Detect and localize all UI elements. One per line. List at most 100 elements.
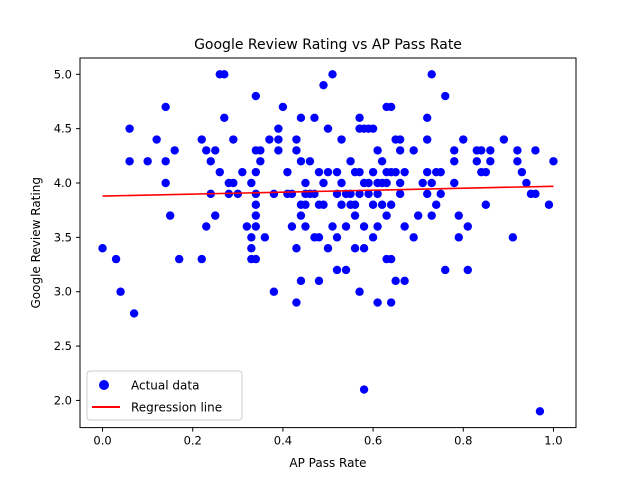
data-point	[450, 157, 459, 166]
data-point	[373, 189, 382, 199]
axes-frame	[79, 57, 577, 429]
data-point	[535, 407, 545, 416]
data-point	[305, 157, 315, 166]
data-point	[328, 222, 337, 231]
data-point	[319, 200, 328, 209]
data-point	[229, 135, 238, 144]
data-point	[287, 189, 297, 199]
data-point	[260, 233, 270, 242]
data-point	[450, 178, 459, 188]
y-tick-label: 5.0	[54, 67, 72, 81]
data-point	[395, 189, 405, 199]
data-point	[432, 200, 441, 209]
data-point	[323, 167, 333, 177]
data-point	[450, 146, 459, 155]
data-point	[296, 211, 306, 220]
data-point	[481, 167, 491, 177]
x-axis-label: AP Pass Rate	[289, 456, 366, 470]
data-point	[373, 298, 382, 307]
data-point	[441, 91, 450, 101]
chart-title: Google Review Rating vs AP Pass Rate	[194, 37, 462, 53]
data-point	[274, 124, 283, 133]
data-point	[161, 178, 170, 188]
data-point	[269, 287, 279, 296]
data-point	[409, 233, 418, 242]
data-point	[454, 233, 463, 242]
data-point	[355, 113, 364, 122]
data-point	[337, 135, 346, 144]
x-tick-label: 0.8	[454, 434, 472, 448]
data-point	[531, 146, 540, 155]
data-point	[197, 135, 206, 144]
data-point	[278, 102, 288, 112]
y-axis: 2.0 2.5 3.0 3.5 4.0 4.5 5.0	[54, 67, 80, 407]
data-point	[287, 222, 297, 231]
legend-label-actual-data: Actual data	[131, 379, 199, 393]
data-point	[165, 211, 175, 220]
data-point	[436, 189, 445, 199]
data-point	[373, 146, 382, 155]
y-tick-label: 4.0	[54, 176, 72, 190]
data-point	[423, 113, 432, 122]
data-point	[423, 167, 432, 177]
data-point	[517, 167, 527, 177]
data-point	[319, 178, 328, 188]
y-tick-label: 3.0	[54, 285, 72, 299]
data-point	[211, 211, 220, 220]
data-point	[292, 244, 301, 253]
data-point	[418, 178, 427, 188]
data-point	[436, 167, 445, 177]
y-tick-label: 4.5	[54, 122, 72, 136]
data-point	[265, 135, 274, 144]
data-point	[386, 254, 396, 264]
data-point	[98, 244, 107, 253]
data-point	[283, 167, 292, 177]
data-point	[247, 178, 256, 188]
y-tick-label: 3.5	[54, 230, 72, 244]
data-point	[346, 189, 355, 199]
data-point	[463, 265, 472, 275]
data-point	[549, 157, 558, 166]
legend-box	[86, 370, 243, 421]
legend: Actual data Regression line	[86, 370, 243, 421]
regression-line	[102, 185, 554, 197]
data-point	[251, 211, 261, 220]
x-tick-label: 1.0	[544, 434, 562, 448]
data-point	[391, 167, 400, 177]
data-point	[161, 157, 170, 166]
data-point	[463, 222, 472, 231]
data-point	[215, 167, 224, 177]
data-point	[229, 178, 238, 188]
data-point	[364, 178, 373, 188]
data-point	[441, 265, 450, 275]
data-point	[332, 233, 342, 242]
data-point	[423, 135, 432, 144]
data-point	[251, 254, 261, 264]
data-point	[341, 265, 351, 275]
data-point	[486, 157, 495, 166]
data-point	[364, 189, 373, 199]
legend-label-regression-line: Regression line	[131, 401, 222, 415]
data-point	[400, 276, 409, 286]
data-point	[323, 124, 333, 133]
data-point	[292, 298, 301, 307]
data-point	[274, 135, 283, 144]
data-point	[472, 157, 481, 166]
data-point	[238, 167, 247, 177]
data-point	[332, 265, 342, 275]
data-point	[296, 276, 306, 286]
data-point	[251, 167, 261, 177]
x-tick-label: 0.0	[93, 434, 111, 448]
data-point	[499, 135, 509, 144]
data-point	[242, 222, 252, 231]
data-point	[202, 146, 211, 155]
data-point	[220, 113, 229, 122]
data-point	[314, 233, 324, 242]
data-point	[301, 200, 310, 209]
data-point	[377, 157, 387, 166]
data-point	[423, 189, 432, 199]
data-point	[337, 178, 346, 188]
data-point	[301, 178, 310, 188]
data-point	[382, 178, 391, 188]
